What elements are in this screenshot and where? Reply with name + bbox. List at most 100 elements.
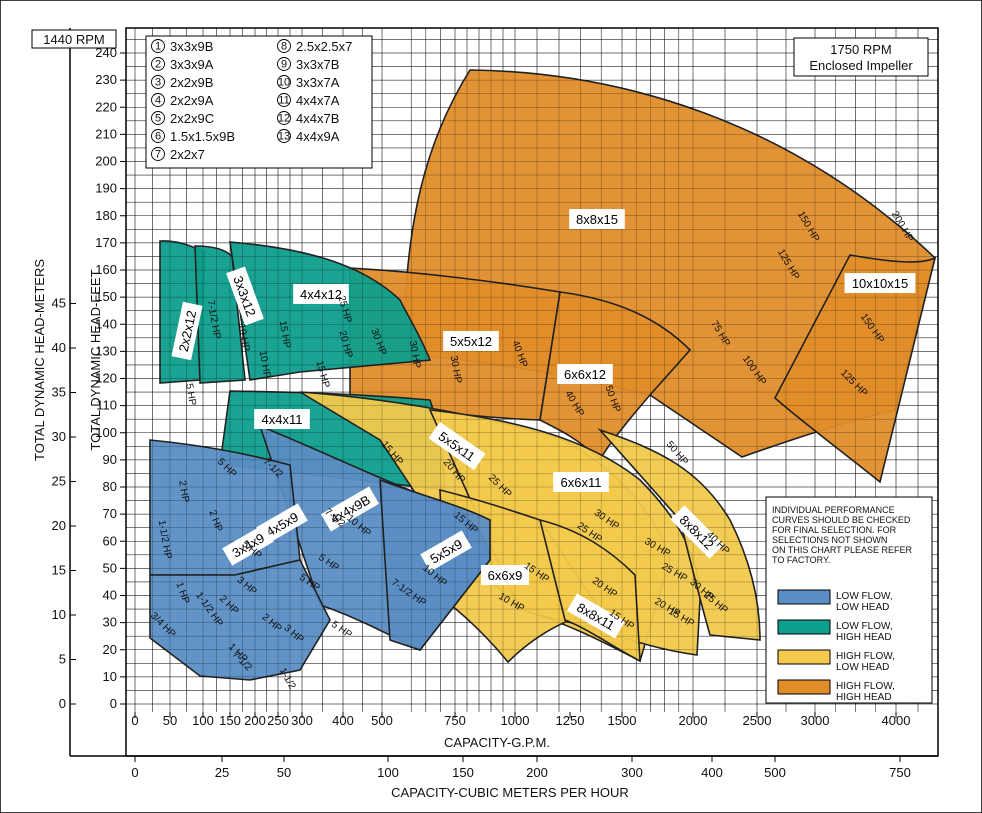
pump-num-circle [277,39,291,53]
feet-tick-label: 30 [103,615,117,630]
note-line: SELECTIONS NOT SHOWN [772,535,887,545]
family-label-bg [254,409,310,429]
pump-num: 13 [278,131,290,143]
feet-tick-label: 40 [103,588,117,603]
gpm-tick-label: 50 [163,713,177,728]
pump-num: 5 [155,113,161,125]
hp-label: 30 HP [448,355,464,385]
pump-model: 3x3x7B [296,57,339,72]
x-axis-title-m3h: CAPACITY-CUBIC METERS PER HOUR [391,785,629,800]
note-line: ON THIS CHART PLEASE REFER [772,545,913,555]
meter-tick-label: 5 [59,652,66,667]
gpm-tick-label: 400 [332,713,354,728]
feet-tick-label: 170 [95,235,117,250]
legend-label: LOW HEAD [836,602,889,613]
pump-model: 2x2x7 [170,147,205,162]
note-line: CURVES SHOULD BE CHECKED [772,515,911,525]
gpm-tick-label: 2500 [743,713,772,728]
pump-model: 2.5x2.5x7 [296,39,352,54]
title-box [793,37,929,77]
pump-num: 4 [155,95,161,107]
pump-list: 1 3x3x9B 2 3x3x9A 3 2x2x9B 4 2x2x9A 5 2x2x9C 6 1.5x… [151,39,352,162]
legend-swatch [777,589,831,605]
family-label-text: 8x8x15 [576,212,618,227]
family-label-text: 4x4x11 [262,412,303,427]
family-label-6x6x12: 6x6x12 [557,364,613,384]
feet-tick-label: 100 [95,425,117,440]
m3h-tick-label: 25 [215,765,229,780]
feet-tick-label: 200 [95,154,117,169]
feet-tick-label: 230 [95,72,117,87]
pump-num: 10 [278,77,290,89]
gpm-tick-label: 150 [219,713,241,728]
region-6x6x12 [539,291,692,462]
legend-label: LOW FLOW, [836,621,893,632]
pump-num-circle [151,147,165,161]
pump-model: 4x4x7A [296,93,340,108]
title-line-1: 1750 RPM [830,42,891,57]
family-label-bg [293,284,349,304]
m3h-tick-label: 300 [621,765,643,780]
pump-model: 3x3x9B [170,39,213,54]
pump-model: 2x2x9B [170,75,213,90]
y-axis-title-feet: TOTAL DYNAMIC HEAD-FEET [88,269,103,450]
hp-label: 30 HP [407,340,423,370]
gpm-tick-label: 2000 [679,713,708,728]
rpm-1440-label: 1440 RPM [43,32,104,47]
m3h-tick-label: 500 [764,765,786,780]
pump-num-circle [277,57,291,71]
family-label-bg [844,273,916,293]
family-label-bg [553,472,609,492]
m3h-tick-label: 100 [377,765,399,780]
pump-model: 3x3x9A [170,57,214,72]
pump-num: 6 [155,131,161,143]
meter-tick-label: 30 [52,429,66,444]
gpm-tick-label: 750 [444,713,466,728]
gpm-tick-label: 300 [291,713,313,728]
family-label-5x5x12: 5x5x12 [443,331,499,351]
family-label-bg [226,266,264,326]
feet-tick-label: 90 [103,452,117,467]
family-label-10x10x15: 10x10x15 [844,273,916,293]
hp-label: 10 HP [257,350,273,380]
family-label-bg [443,331,499,351]
family-label-text: 10x10x15 [852,276,908,291]
pump-num-circle [151,111,165,125]
family-label-bg [420,530,472,572]
gpm-tick-label: 1500 [608,713,637,728]
feet-tick-label: 210 [95,126,117,141]
legend-label: HIGH HEAD [836,692,892,703]
legend-label: HIGH FLOW, [836,681,895,692]
m3h-tick-label: 200 [526,765,548,780]
feet-tick-label: 180 [95,208,117,223]
gpm-tick-label: 200 [244,713,266,728]
gpm-tick-label: 4000 [882,713,911,728]
legend-label: HIGH FLOW, [836,651,895,662]
family-label-8x8x15: 8x8x15 [569,209,625,229]
region-8x8x12 [597,428,761,641]
pump-num-circle [151,129,165,143]
feet-tick-label: 20 [103,642,117,657]
legend-swatch [777,649,831,665]
note-line: FOR FINAL SELECTION. FOR [772,525,897,535]
pump-model: 1.5x1.5x9B [170,129,235,144]
family-label-text: 5x5x12 [450,334,492,349]
feet-tick-label: 240 [95,45,117,60]
meter-tick-label: 45 [52,296,66,311]
gpm-tick-label: 3000 [801,713,830,728]
family-label-bg [171,301,203,361]
family-label-6x6x9: 6x6x9 [481,565,529,585]
meter-tick-label: 25 [52,474,66,489]
pump-list-box [145,35,373,169]
family-label-bg [222,524,274,566]
pump-num: 8 [281,41,287,53]
family-label-bg [481,565,529,585]
x-axis-title-gpm: CAPACITY-G.P.M. [444,735,550,750]
pump-model: 2x2x9C [170,111,214,126]
pump-num-circle [151,57,165,71]
feet-tick-label: 60 [103,533,117,548]
pump-num: 11 [278,95,289,107]
note-line: TO FACTORY. [772,555,830,565]
